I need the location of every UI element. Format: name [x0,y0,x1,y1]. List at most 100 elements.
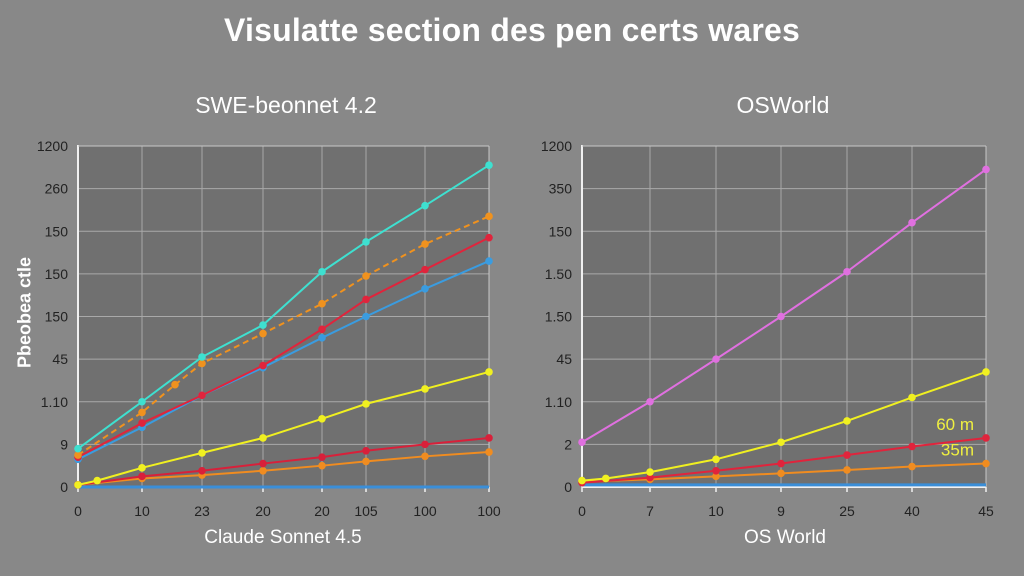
right-x-axis-title: OS World [743,527,826,548]
data-point-marker [485,212,493,221]
data-point-marker [843,466,851,474]
data-point-marker [198,449,206,457]
data-point-marker [74,481,82,489]
data-point-marker [318,325,326,334]
data-point-marker [908,393,916,402]
series-line-yellow [581,370,987,482]
data-point-marker [318,453,326,461]
data-point-marker [421,265,429,274]
right-chart-title: OSWorld [736,92,830,118]
data-point-marker [578,476,586,485]
data-point-marker [138,397,146,406]
x-tick-label: 100 [413,503,437,519]
data-point-marker [421,440,429,449]
y-tick-label: 1.50 [545,266,572,282]
data-point-marker [485,448,493,456]
data-point-marker [362,457,370,466]
right-line-chart: 0 2 1.10 45 1.50 1.50 150 350 1200 0 7 10 9 25 40 45 60 … [541,138,994,519]
y-tick-label: 2 [564,436,572,452]
data-point-marker [138,464,146,472]
data-point-marker [74,451,82,459]
data-point-marker [362,272,370,280]
data-point-marker [777,312,785,321]
data-point-marker [843,451,851,459]
data-point-marker [646,473,654,482]
series-line-red [77,236,490,459]
main-title: Visulatte section des pen certs wares [224,12,800,48]
data-point-marker [138,472,146,481]
x-tick-label: 9 [777,503,785,519]
y-tick-label: 1200 [541,138,572,154]
data-point-marker [259,459,267,468]
data-point-marker [421,452,429,461]
x-tick-label: 25 [839,503,855,519]
y-tick-label: 1.10 [41,394,68,410]
data-point-marker [908,442,916,451]
data-point-marker [198,353,206,361]
data-point-marker [421,201,429,210]
data-point-marker [777,469,785,478]
x-tick-label: 45 [978,503,994,519]
data-point-marker [712,467,720,475]
series-line-blue [77,260,490,461]
data-point-marker [982,165,990,174]
x-tick-label: 10 [708,503,724,519]
x-tick-label: 0 [74,503,82,519]
data-point-marker [485,368,493,376]
x-tick-label: 105 [354,503,378,519]
series-line-orange-low [77,451,490,486]
data-point-marker [578,438,586,447]
data-point-marker [908,462,916,471]
data-point-marker [362,400,370,408]
data-point-marker [843,417,851,425]
data-point-marker [485,161,493,169]
y-tick-label: 9 [60,436,68,452]
data-point-marker [712,472,720,481]
data-point-marker [259,329,267,338]
data-point-marker [421,385,429,393]
data-point-marker [646,397,654,406]
data-point-marker [259,321,267,329]
data-point-marker [485,233,493,242]
data-point-marker [362,238,370,246]
x-tick-label: 40 [904,503,920,519]
data-point-marker [843,267,851,276]
y-tick-label: 0 [564,479,572,495]
data-point-marker [485,434,493,442]
data-point-marker [318,267,326,276]
series-annotation-label: 60 m [936,415,974,434]
data-point-marker [198,359,206,368]
x-tick-label: 20 [314,503,330,519]
data-point-marker [602,474,610,483]
data-point-marker [712,455,720,464]
x-tick-label: 10 [134,503,150,519]
data-point-marker [318,415,326,423]
data-point-marker [777,459,785,468]
data-point-marker [138,419,146,427]
data-point-marker [362,295,370,304]
y-tick-label: 1200 [37,138,68,154]
data-point-marker [318,334,326,342]
x-tick-label: 0 [578,503,586,519]
data-point-marker [712,355,720,363]
x-tick-label: 100 [477,503,501,519]
y-tick-label: 260 [45,181,69,197]
y-tick-label: 1.50 [545,309,572,325]
data-point-marker [259,361,267,370]
data-point-marker [982,368,990,376]
data-point-marker [171,380,179,389]
left-chart-title: SWE-beonnet 4.2 [195,92,377,118]
y-tick-label: 150 [45,309,69,325]
y-tick-label: 45 [556,351,572,367]
y-tick-label: 1.10 [545,394,572,410]
data-point-marker [74,444,82,453]
y-tick-label: 45 [52,351,68,367]
x-tick-label: 20 [255,503,271,519]
data-point-marker [93,476,101,485]
data-point-marker [362,446,370,455]
data-point-marker [421,240,429,248]
data-point-marker [198,391,206,400]
left-x-axis-title: Claude Sonnet 4.5 [204,527,362,548]
series-line-cyan [77,164,490,450]
data-point-marker [259,467,267,475]
